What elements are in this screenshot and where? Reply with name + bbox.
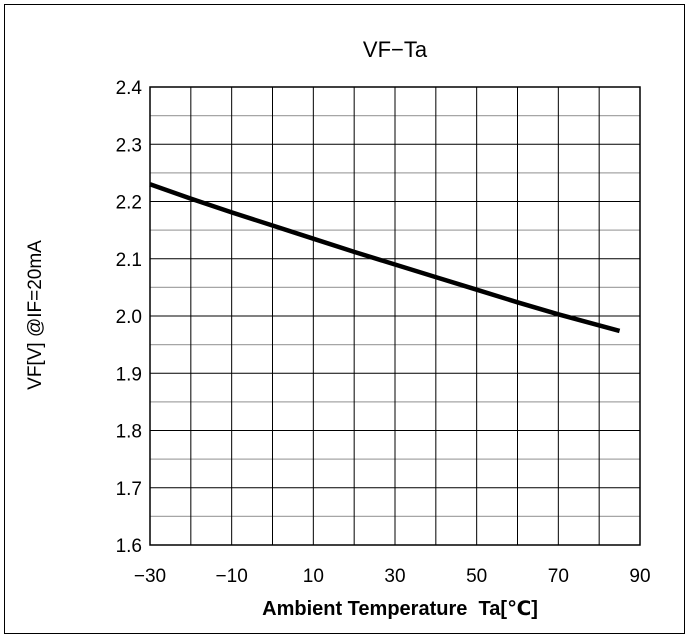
y-tick-label: 2.4	[116, 78, 143, 99]
y-tick-label: 2.1	[116, 250, 142, 271]
x-tick-label: 50	[466, 566, 487, 587]
y-tick-label: 1.8	[116, 422, 142, 443]
series-line	[149, 182, 621, 334]
y-tick-label: 2.3	[116, 135, 142, 156]
series-layer	[149, 182, 621, 334]
x-tick-label: −10	[216, 566, 248, 587]
y-axis-title: VF[V] @IF=20mA	[25, 240, 46, 390]
x-tick-label: 30	[384, 566, 405, 587]
x-tick-label: 70	[548, 566, 569, 587]
y-tick-label: 2.2	[116, 193, 142, 214]
x-axis-title: Ambient Temperature Ta[℃]	[262, 598, 538, 620]
x-tick-label: 10	[303, 566, 324, 587]
chart-title: VF−Ta	[363, 37, 428, 62]
plot-area-border	[149, 86, 641, 546]
y-tick-label: 1.9	[116, 364, 142, 385]
y-tick-label: 2.0	[116, 307, 142, 328]
x-tick-labels: −30 −10 10 30 50 70 90	[134, 566, 651, 587]
y-tick-labels: 1.6 1.7 1.8 1.9 2.0 2.1 2.2 2.3 2.4	[116, 78, 143, 557]
x-tick-label: 90	[629, 566, 650, 587]
x-tick-label: −30	[134, 566, 166, 587]
y-tick-label: 1.6	[116, 536, 142, 557]
y-tick-label: 1.7	[116, 479, 142, 500]
